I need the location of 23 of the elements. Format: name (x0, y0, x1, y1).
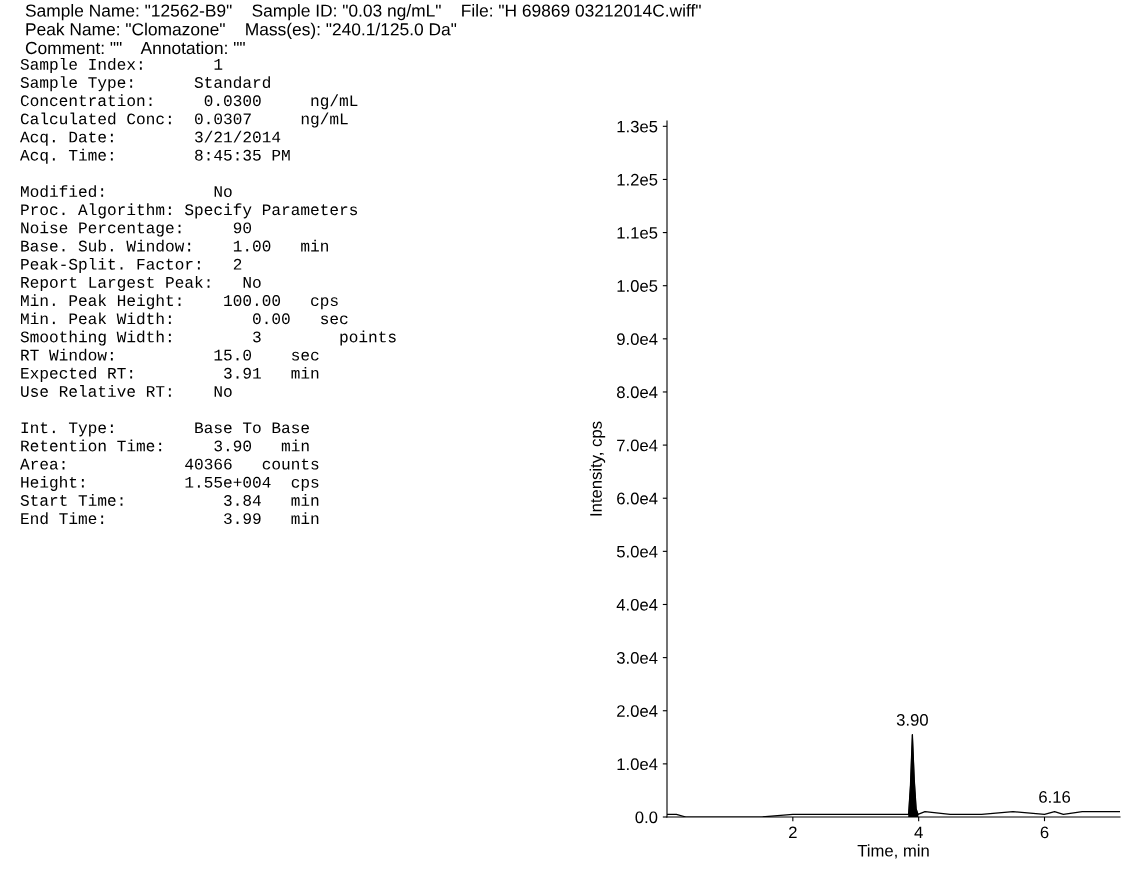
y-tick-label: 9.0e4 (617, 333, 658, 346)
y-tick-label: 1.2e5 (617, 173, 658, 186)
y-tick-label: 1.1e5 (617, 227, 658, 239)
x-tick-label: 6 (1040, 826, 1049, 839)
annotation: 6.16 (1039, 791, 1071, 803)
text: Sample Index: 1 Sample Type: Standard Concentration: 0.0300 ng/mL Calculated Conc: 0.0307 ng/mL Acq. Date: 3/21/2014 Acq. Time: 8:45:35 PM Modified: No Proc. Algorithm: Specify Parameters Noise Percentage: 90 Base. Sub. Window: 1.00 min Peak-Split. Factor: 2 Report Largest Peak: No Min. Peak Height: 100.00 cps Min. Peak Width: 0.00 sec Smoothing Width: 3 points RT Window: 15.0 sec Expected RT: 3.91 min Use Relative RT: No Int. Type: Base To Base Retention Time: 3.90 min Area: 40366 counts Height: 1.55e+004 cps Start Time: 3.84 min End Time: 3.99 min (20, 58, 396, 525)
y-tick-label: 7.0e4 (617, 439, 658, 452)
y-tick-label: 3.0e4 (616, 652, 658, 664)
y-tick-label: 8.0e4 (616, 386, 658, 399)
y-axis-title: Intensity, cps (589, 421, 606, 516)
y-tick-label: 0.0 (635, 811, 658, 824)
x-axis-title: Time, min (857, 844, 929, 859)
text: Sample Name: "12562-B9" Sample ID: "0.03 ng/mL" File: "H 69869 03212014C.wiff" Peak Name: "Clomazone" Mass(es): "240.1/125.0 Da" Comment: "" Annotation: "" (25, 4, 701, 55)
y-tick-label: 5.0e4 (616, 545, 658, 558)
y-tick-label: 4.0e4 (616, 598, 658, 611)
y-tick-label: 1.3e5 (617, 120, 658, 133)
annotation: 3.90 (896, 714, 928, 726)
y-tick-label: 2.0e4 (617, 705, 658, 717)
y-tick-label: 1.0e4 (617, 758, 658, 771)
y-tick-label: 6.0e4 (617, 492, 658, 505)
x-tick-label: 4 (914, 826, 923, 839)
y-tick-label: 1.0e5 (617, 280, 658, 292)
x-tick-label: 2 (789, 826, 797, 839)
